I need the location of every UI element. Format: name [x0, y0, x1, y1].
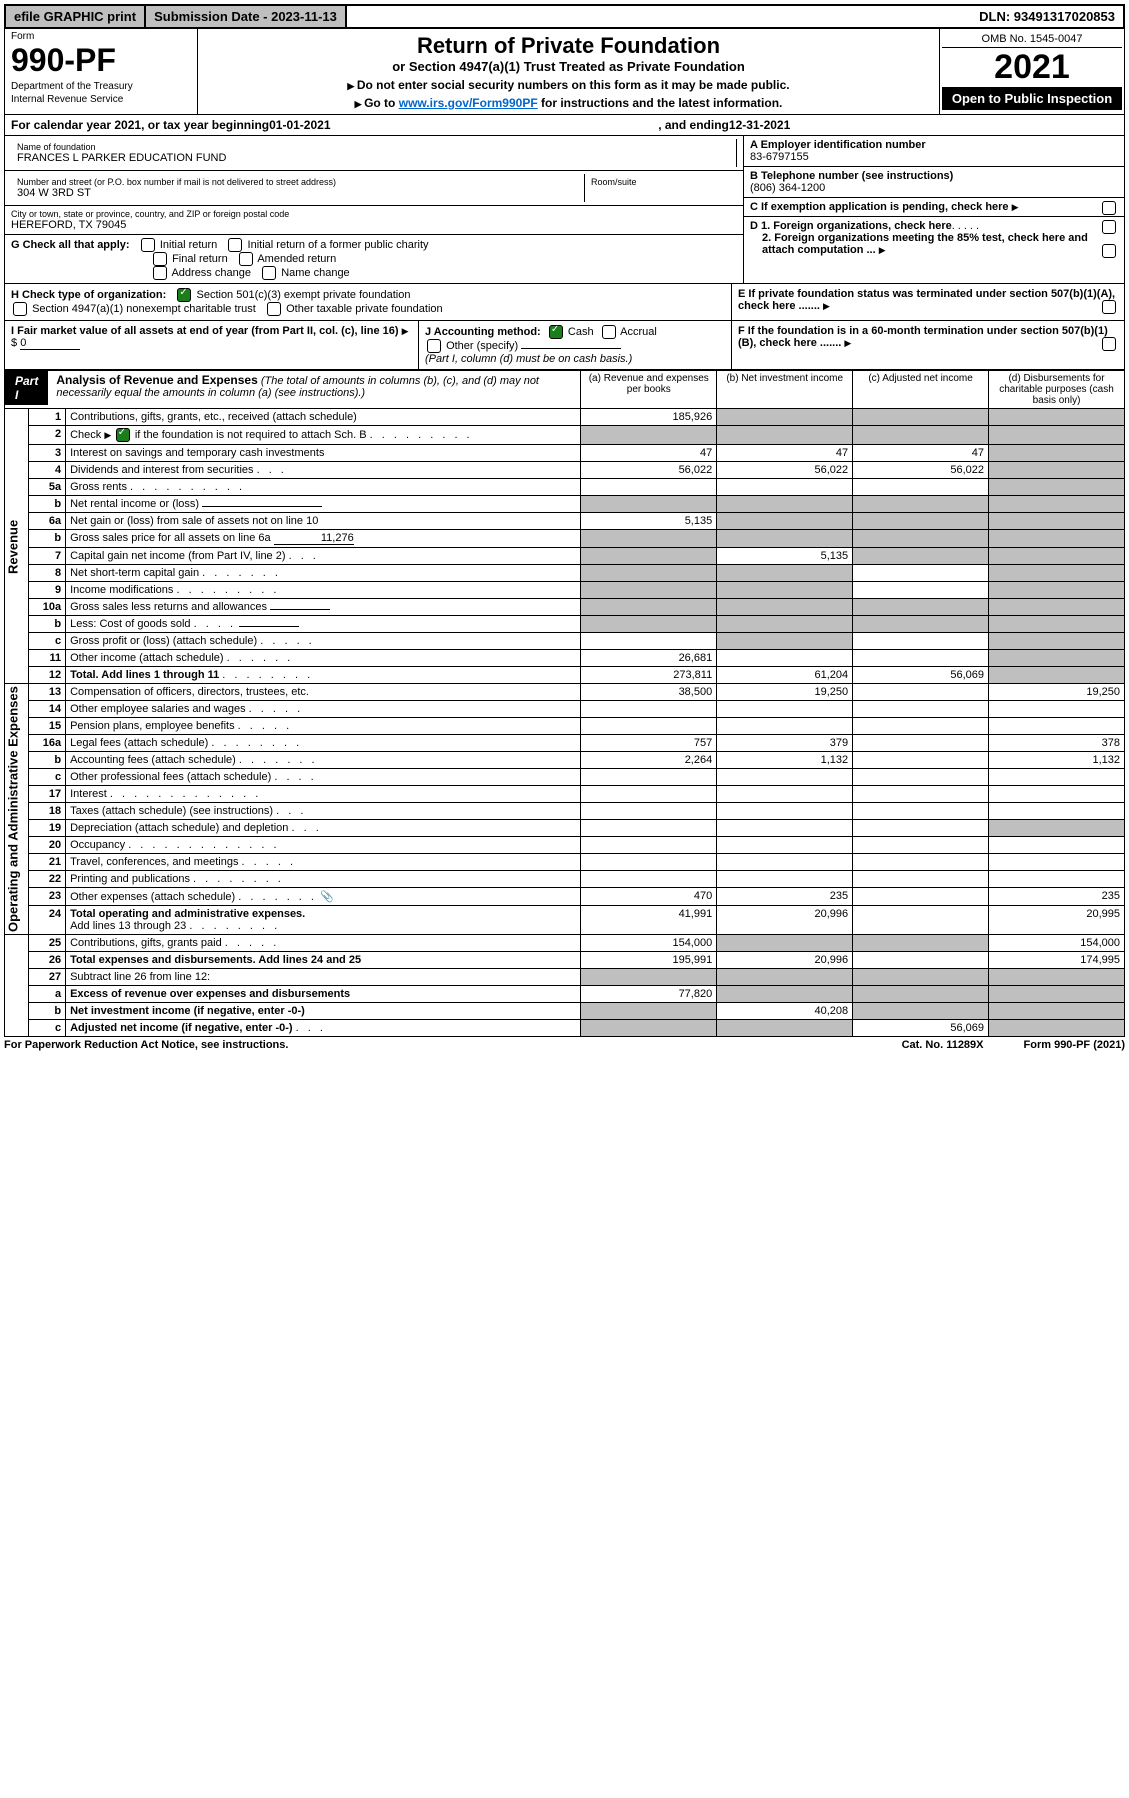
- foreign-85-checkbox[interactable]: [1102, 244, 1116, 258]
- part1-title: Analysis of Revenue and Expenses (The to…: [48, 371, 580, 401]
- form-title: Return of Private Foundation: [206, 33, 931, 59]
- fmv-amount: 0: [20, 337, 80, 350]
- ij-row: I Fair market value of all assets at end…: [4, 321, 1125, 370]
- ein-value: 83-6797155: [750, 151, 1118, 163]
- 4947a1-checkbox[interactable]: [13, 302, 27, 316]
- room-label: Room/suite: [591, 177, 731, 187]
- col-c-header: (c) Adjusted net income: [853, 371, 989, 409]
- other-method-checkbox[interactable]: [427, 339, 441, 353]
- tax-year-begin: 01-01-2021: [269, 118, 330, 132]
- foundation-address: 304 W 3RD ST: [17, 187, 578, 199]
- revenue-section-label: Revenue: [5, 409, 29, 684]
- e-label: E If private foundation status was termi…: [738, 288, 1115, 312]
- sch-b-checkbox[interactable]: [116, 428, 130, 442]
- col-b-header: (b) Net investment income: [717, 371, 853, 409]
- calendar-year-row: For calendar year 2021, or tax year begi…: [4, 115, 1125, 136]
- omb-number: OMB No. 1545-0047: [942, 31, 1122, 48]
- form990pf-link[interactable]: www.irs.gov/Form990PF: [399, 96, 538, 110]
- cat-number: Cat. No. 11289X: [902, 1039, 984, 1051]
- expenses-section-label: Operating and Administrative Expenses: [5, 684, 29, 935]
- foundation-name: FRANCES L PARKER EDUCATION FUND: [17, 152, 730, 164]
- amended-return-checkbox[interactable]: [239, 252, 253, 266]
- d2-label: 2. Foreign organizations meeting the 85%…: [762, 232, 1088, 256]
- instruction-ssn: Do not enter social security numbers on …: [206, 78, 931, 92]
- g-check-row: G Check all that apply: Initial return I…: [11, 238, 737, 252]
- attach-icon[interactable]: 📎: [320, 891, 334, 903]
- phone-value: (806) 364-1200: [750, 182, 1118, 194]
- dept-irs: Internal Revenue Service: [11, 94, 191, 105]
- form-title-block: Return of Private Foundation or Section …: [198, 29, 939, 114]
- address-label: Number and street (or P.O. box number if…: [17, 177, 578, 187]
- cash-checkbox[interactable]: [549, 325, 563, 339]
- part1-table: Part I Analysis of Revenue and Expenses …: [4, 370, 1125, 1037]
- col-a-header: (a) Revenue and expenses per books: [581, 371, 717, 409]
- 507b1a-checkbox[interactable]: [1102, 300, 1116, 314]
- j-note: (Part I, column (d) must be on cash basi…: [425, 353, 632, 365]
- year-block: OMB No. 1545-0047 2021 Open to Public In…: [939, 29, 1124, 114]
- form-number: 990-PF: [11, 42, 191, 79]
- foundation-info: Name of foundation FRANCES L PARKER EDUC…: [4, 136, 1125, 284]
- exemption-pending-label: C If exemption application is pending, c…: [750, 201, 1009, 213]
- ein-label: A Employer identification number: [750, 139, 926, 151]
- form-ref: Form 990-PF (2021): [1024, 1039, 1125, 1051]
- final-return-checkbox[interactable]: [153, 252, 167, 266]
- form-header: Form 990-PF Department of the Treasury I…: [4, 29, 1125, 115]
- foreign-org-checkbox[interactable]: [1102, 220, 1116, 234]
- foundation-city: HEREFORD, TX 79045: [11, 219, 737, 231]
- paperwork-notice: For Paperwork Reduction Act Notice, see …: [4, 1039, 288, 1051]
- open-to-public: Open to Public Inspection: [942, 87, 1122, 110]
- submission-date: Submission Date - 2023-11-13: [146, 6, 347, 27]
- 507b1b-checkbox[interactable]: [1102, 337, 1116, 351]
- part1-label: Part I: [5, 371, 48, 405]
- d1-label: D 1. Foreign organizations, check here: [750, 220, 952, 232]
- col-d-header: (d) Disbursements for charitable purpose…: [989, 371, 1125, 409]
- other-taxable-checkbox[interactable]: [267, 302, 281, 316]
- 501c3-checkbox[interactable]: [177, 288, 191, 302]
- tax-year: 2021: [942, 48, 1122, 87]
- form-subtitle: or Section 4947(a)(1) Trust Treated as P…: [206, 59, 931, 74]
- address-change-checkbox[interactable]: [153, 266, 167, 280]
- h-row: H Check type of organization: Section 50…: [4, 284, 1125, 321]
- initial-former-checkbox[interactable]: [228, 238, 242, 252]
- initial-return-checkbox[interactable]: [141, 238, 155, 252]
- tax-year-end: 12-31-2021: [729, 118, 790, 132]
- i-label: I Fair market value of all assets at end…: [11, 325, 399, 337]
- instruction-link: Go to www.irs.gov/Form990PF for instruct…: [206, 96, 931, 110]
- dln-number: DLN: 93491317020853: [971, 6, 1123, 27]
- efile-print-button[interactable]: efile GRAPHIC print: [6, 6, 146, 27]
- form-label: Form: [11, 31, 191, 42]
- dept-treasury: Department of the Treasury: [11, 81, 191, 92]
- footer: For Paperwork Reduction Act Notice, see …: [4, 1039, 1125, 1051]
- name-change-checkbox[interactable]: [262, 266, 276, 280]
- name-label: Name of foundation: [17, 142, 730, 152]
- accrual-checkbox[interactable]: [602, 325, 616, 339]
- phone-label: B Telephone number (see instructions): [750, 170, 953, 182]
- form-id-block: Form 990-PF Department of the Treasury I…: [5, 29, 198, 114]
- top-bar: efile GRAPHIC print Submission Date - 20…: [4, 4, 1125, 29]
- f-label: F If the foundation is in a 60-month ter…: [738, 325, 1108, 349]
- exemption-pending-checkbox[interactable]: [1102, 201, 1116, 215]
- city-label: City or town, state or province, country…: [11, 209, 737, 219]
